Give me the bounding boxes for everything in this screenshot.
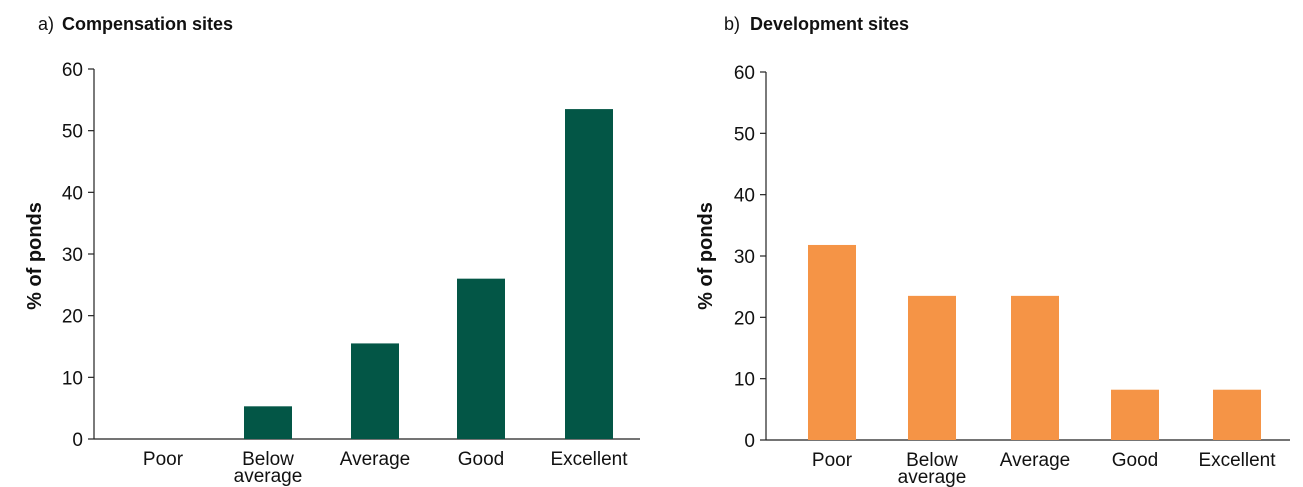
panel-a-y-ticks: 0 10 20 30 40 50 60 xyxy=(62,60,94,451)
panel-b-bar-excellent xyxy=(1213,389,1261,440)
panel-b-y-tick-label-10: 10 xyxy=(734,370,755,391)
panel-a-x-tick-label-below-average: Below average xyxy=(234,449,303,487)
panel-b-title-prefix: b) xyxy=(724,14,740,34)
panel-a-x-tick-label-good: Good xyxy=(458,449,504,470)
panel-a-x-tick-labels: Poor Below average Average Good Excellent xyxy=(143,449,628,487)
panel-a-bars xyxy=(244,109,613,439)
panel-b-y-tick-label-0: 0 xyxy=(744,431,755,452)
panel-b-y-tick-label-40: 40 xyxy=(734,186,755,207)
panel-a-y-tick-label-60: 60 xyxy=(62,60,83,81)
panel-a-bar-excellent xyxy=(565,109,613,439)
panel-b-bar-good xyxy=(1111,389,1159,440)
panel-b-bar-average xyxy=(1011,295,1059,440)
panel-b-bar-below-average xyxy=(908,295,956,440)
panel-b-y-tick-label-20: 20 xyxy=(734,308,755,329)
panel-b-bar-poor xyxy=(808,244,856,440)
panel-a-x-tick-label-excellent: Excellent xyxy=(550,449,628,470)
panel-a-bar-average xyxy=(351,343,399,439)
panel-a-title: Compensation sites xyxy=(62,14,233,34)
panel-b-y-tick-label-30: 30 xyxy=(734,247,755,268)
panel-b-x-tick-labels: Poor Below average Average Good Excellent xyxy=(812,450,1276,487)
panel-b-x-tick-label-excellent: Excellent xyxy=(1198,450,1276,471)
panel-b-x-tick-label-average: Average xyxy=(1000,450,1070,471)
panel-a-x-tick-label-average: Average xyxy=(340,449,410,470)
panel-a-y-tick-label-20: 20 xyxy=(62,307,83,328)
panel-b-y-tick-label-60: 60 xyxy=(734,63,755,84)
panel-a-y-tick-label-50: 50 xyxy=(62,122,83,143)
panel-compensation-sites: a) Compensation sites % of ponds 0 10 20 30… xyxy=(24,14,640,487)
panel-a-y-axis-label: % of ponds xyxy=(24,202,46,310)
panel-a-title-prefix: a) xyxy=(38,14,54,34)
panel-a-y-tick-label-30: 30 xyxy=(62,245,83,266)
panel-development-sites: b) Development sites % of ponds 0 10 20 30 4… xyxy=(695,14,1290,487)
panel-a-x-tick-label-poor: Poor xyxy=(143,449,184,470)
panel-b-x-tick-label-poor: Poor xyxy=(812,450,853,471)
panel-b-x-tick-label-below-average: Below average xyxy=(898,450,967,487)
panel-a-bar-good xyxy=(457,278,505,439)
panel-b-x-tick-label-good: Good xyxy=(1112,450,1158,471)
panel-b-y-ticks: 0 10 20 30 40 50 60 xyxy=(734,63,766,452)
panel-a-y-tick-label-40: 40 xyxy=(62,183,83,204)
panel-a-y-tick-label-0: 0 xyxy=(72,430,83,451)
panel-a-bar-below-average xyxy=(244,406,292,439)
panel-b-y-axis-label: % of ponds xyxy=(695,202,717,310)
panel-a-y-tick-label-10: 10 xyxy=(62,368,83,389)
panel-b-title: Development sites xyxy=(750,14,909,34)
panel-b-bars xyxy=(808,244,1261,440)
panel-b-y-tick-label-50: 50 xyxy=(734,124,755,145)
